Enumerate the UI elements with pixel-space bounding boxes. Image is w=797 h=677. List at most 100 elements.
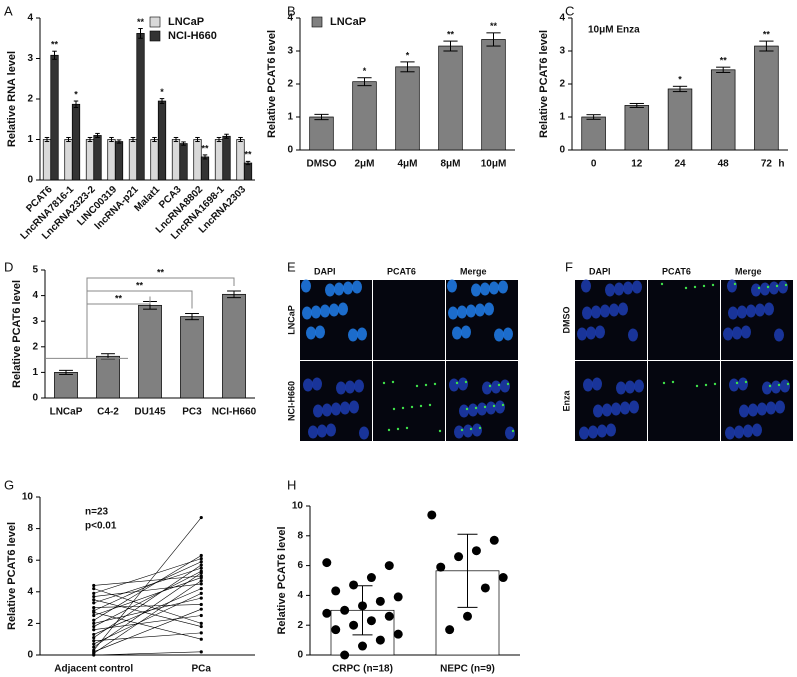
panel-label: B xyxy=(287,3,296,18)
error-bar xyxy=(457,533,478,608)
nucleus xyxy=(623,281,633,295)
signal xyxy=(784,283,788,287)
error-bar xyxy=(109,136,114,143)
bar xyxy=(438,45,463,151)
nucleus xyxy=(579,426,589,440)
micrograph xyxy=(648,280,720,360)
x-tick-label: DMSO xyxy=(307,159,337,170)
pair-line xyxy=(93,588,202,635)
legend-label: NCI-H660 xyxy=(168,30,217,42)
nucleus xyxy=(359,426,369,440)
pair-line xyxy=(93,567,202,604)
data-point xyxy=(92,598,96,602)
data-point xyxy=(463,611,472,621)
signal xyxy=(497,383,501,387)
data-point xyxy=(199,624,203,629)
bar xyxy=(179,143,188,181)
data-point xyxy=(92,624,96,629)
data-point xyxy=(322,608,332,618)
significance: ** xyxy=(51,40,59,50)
nucleus xyxy=(760,282,770,296)
bar xyxy=(54,372,78,399)
data-point xyxy=(322,558,332,568)
error-bar xyxy=(227,290,241,299)
y-tick-label: 1 xyxy=(32,367,38,378)
nucleus xyxy=(618,302,628,316)
nucleus xyxy=(452,326,462,340)
bar xyxy=(395,66,420,151)
data-point xyxy=(199,579,203,583)
nucleus xyxy=(495,400,505,414)
annotation: n=23 xyxy=(85,507,109,518)
nucleus xyxy=(494,328,504,342)
nucleus xyxy=(340,401,350,415)
signal xyxy=(396,427,400,431)
data-point xyxy=(366,616,376,626)
error-bar xyxy=(195,136,200,143)
nucleus xyxy=(739,404,749,418)
nucleus xyxy=(723,327,733,341)
x-tick-label: 48 xyxy=(718,159,730,170)
data-point xyxy=(393,592,403,602)
data-point xyxy=(92,642,96,646)
significance: ** xyxy=(490,21,498,31)
data-point xyxy=(384,611,394,621)
bar xyxy=(42,139,52,181)
nucleus xyxy=(505,426,515,440)
nucleus xyxy=(331,402,341,416)
pair-line xyxy=(93,604,202,608)
column-label: Merge xyxy=(735,266,762,276)
nucleus xyxy=(762,381,772,395)
signal xyxy=(733,282,737,286)
data-point xyxy=(489,535,499,545)
nucleus xyxy=(592,377,602,391)
row-label: DMSO xyxy=(561,307,571,334)
signal xyxy=(483,405,487,409)
nucleus xyxy=(352,280,362,294)
nucleus xyxy=(586,326,596,340)
significance: * xyxy=(406,50,410,60)
nucleus xyxy=(448,306,458,320)
nucleus xyxy=(468,403,478,417)
y-tick-label: 2 xyxy=(287,79,293,90)
nucleus xyxy=(577,327,587,341)
bar xyxy=(114,141,124,181)
error-bar xyxy=(314,113,329,121)
nucleus xyxy=(320,304,330,318)
bar xyxy=(150,139,159,181)
error-bar xyxy=(185,313,199,321)
nucleus xyxy=(778,280,788,294)
error-bar xyxy=(130,136,136,143)
data-point xyxy=(349,580,359,590)
x-tick-label: PC3 xyxy=(182,407,202,418)
data-point xyxy=(349,620,359,630)
nucleus xyxy=(498,280,508,294)
pair-line xyxy=(93,580,202,654)
column-label: PCAT6 xyxy=(387,266,416,276)
error-bar xyxy=(486,32,501,47)
y-tick-label: 4 xyxy=(27,586,33,597)
panel-label: E xyxy=(287,259,296,274)
nucleus xyxy=(322,403,332,417)
bar xyxy=(710,69,736,151)
y-tick-label: 6 xyxy=(27,555,33,566)
nucleus xyxy=(338,302,348,316)
signal xyxy=(428,403,432,407)
bar xyxy=(243,162,253,181)
signal xyxy=(387,428,391,432)
nucleus xyxy=(629,400,639,414)
data-point xyxy=(393,629,403,639)
data-point xyxy=(199,591,203,595)
nucleus xyxy=(757,402,767,416)
nucleus xyxy=(326,423,336,437)
nucleus xyxy=(343,281,353,295)
nucleus xyxy=(301,279,311,293)
data-point xyxy=(92,621,96,626)
bar xyxy=(193,139,202,181)
nucleus xyxy=(302,306,312,320)
nucleus xyxy=(728,306,738,320)
nucleus xyxy=(313,404,323,418)
data-point xyxy=(498,573,508,583)
signal xyxy=(465,407,469,411)
signal xyxy=(777,383,781,387)
